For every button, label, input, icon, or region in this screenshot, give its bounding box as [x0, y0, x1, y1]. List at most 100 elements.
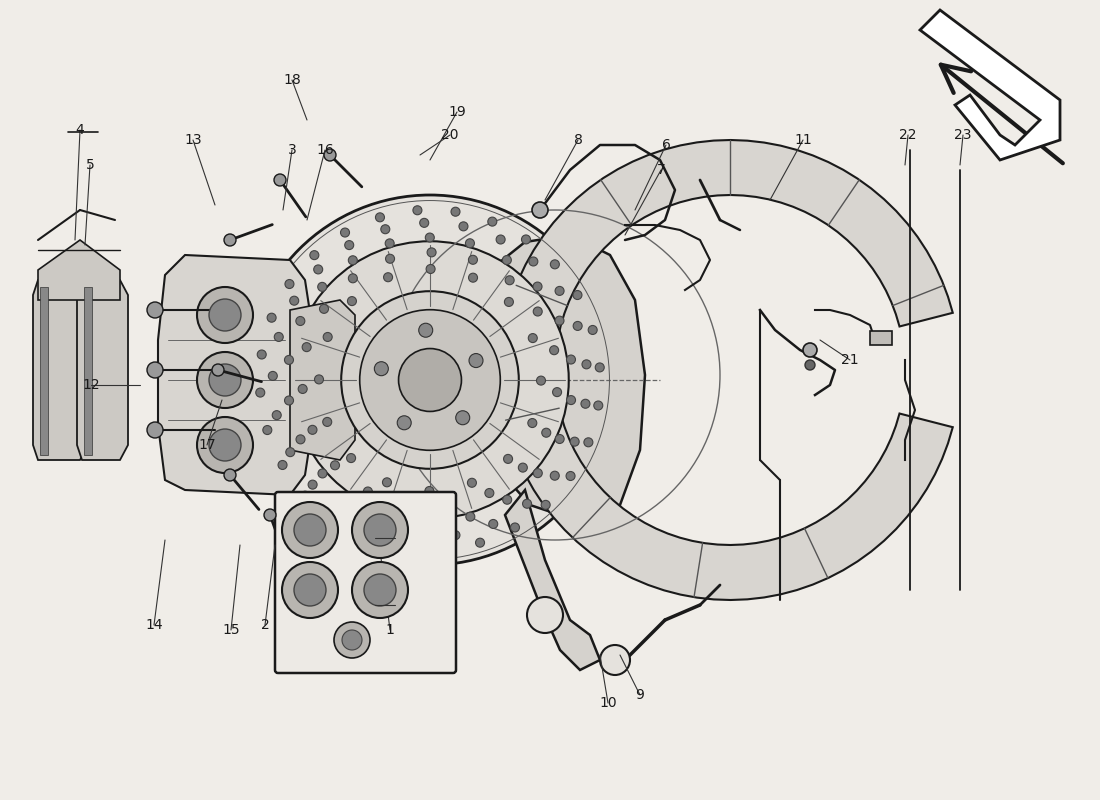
Circle shape [256, 388, 265, 397]
Circle shape [285, 279, 294, 289]
Circle shape [518, 463, 527, 472]
Circle shape [228, 238, 232, 242]
Circle shape [594, 401, 603, 410]
Circle shape [245, 195, 615, 565]
Bar [870, 331, 892, 345]
Polygon shape [460, 235, 645, 520]
Circle shape [330, 516, 339, 525]
Text: 19: 19 [448, 105, 466, 119]
Polygon shape [290, 300, 355, 460]
Text: 6: 6 [661, 138, 670, 152]
Circle shape [267, 313, 276, 322]
Circle shape [209, 364, 241, 396]
Circle shape [338, 506, 346, 515]
Circle shape [319, 304, 329, 314]
Circle shape [363, 534, 372, 543]
Circle shape [328, 153, 332, 157]
Circle shape [485, 489, 494, 498]
Circle shape [212, 364, 224, 376]
Circle shape [274, 333, 284, 342]
Polygon shape [158, 255, 315, 495]
Circle shape [469, 255, 477, 264]
Circle shape [455, 410, 470, 425]
Text: 4: 4 [76, 123, 85, 137]
Circle shape [344, 241, 354, 250]
Circle shape [227, 235, 231, 239]
Circle shape [341, 228, 350, 237]
Circle shape [503, 255, 512, 265]
Text: 9: 9 [636, 688, 645, 702]
Circle shape [352, 502, 408, 558]
Circle shape [534, 307, 542, 316]
Text: 5: 5 [86, 158, 95, 172]
Circle shape [566, 395, 575, 405]
Circle shape [573, 290, 582, 299]
Circle shape [341, 291, 519, 469]
Circle shape [550, 471, 559, 480]
Circle shape [532, 202, 548, 218]
Circle shape [300, 491, 309, 500]
Circle shape [363, 487, 373, 496]
Circle shape [147, 362, 163, 378]
Text: 12: 12 [82, 378, 100, 392]
Circle shape [364, 514, 396, 546]
Text: 17: 17 [198, 438, 216, 452]
Circle shape [268, 371, 277, 381]
Polygon shape [920, 10, 1060, 160]
Circle shape [292, 242, 569, 518]
Circle shape [197, 417, 253, 473]
Circle shape [296, 317, 305, 326]
Text: 2: 2 [261, 618, 270, 632]
Circle shape [475, 538, 484, 547]
Circle shape [451, 207, 460, 216]
Circle shape [451, 530, 460, 540]
Circle shape [542, 428, 551, 438]
Circle shape [550, 346, 559, 354]
Bar [84, 287, 92, 455]
Text: 20: 20 [441, 128, 459, 142]
Circle shape [556, 286, 564, 295]
Text: 11: 11 [794, 133, 812, 147]
Circle shape [582, 360, 591, 369]
Circle shape [465, 512, 475, 521]
Circle shape [310, 250, 319, 260]
Circle shape [505, 276, 514, 285]
Circle shape [426, 265, 436, 274]
Circle shape [381, 225, 389, 234]
Circle shape [427, 248, 436, 257]
Circle shape [224, 469, 236, 481]
Circle shape [228, 473, 232, 477]
Circle shape [294, 514, 326, 546]
Circle shape [465, 238, 474, 248]
Text: 18: 18 [283, 73, 301, 87]
Circle shape [374, 362, 388, 376]
Text: 8: 8 [573, 133, 582, 147]
Circle shape [326, 155, 330, 159]
Circle shape [527, 597, 563, 633]
Circle shape [282, 502, 338, 558]
Circle shape [278, 461, 287, 470]
Circle shape [573, 322, 582, 330]
Circle shape [230, 471, 234, 475]
Bar [40, 287, 48, 455]
Text: 22: 22 [900, 128, 916, 142]
Circle shape [600, 645, 630, 675]
Text: 3: 3 [287, 143, 296, 157]
Circle shape [528, 418, 537, 427]
Circle shape [488, 519, 497, 529]
Circle shape [298, 385, 307, 394]
Circle shape [384, 273, 393, 282]
Circle shape [264, 509, 276, 521]
Circle shape [342, 630, 362, 650]
Circle shape [216, 371, 219, 375]
Circle shape [469, 273, 477, 282]
Circle shape [334, 622, 370, 658]
Polygon shape [33, 280, 88, 460]
Circle shape [522, 499, 531, 508]
Circle shape [229, 241, 233, 245]
Text: 1: 1 [386, 623, 395, 637]
Text: 21: 21 [842, 353, 859, 367]
Circle shape [209, 429, 241, 461]
FancyBboxPatch shape [275, 492, 456, 673]
Circle shape [584, 438, 593, 447]
